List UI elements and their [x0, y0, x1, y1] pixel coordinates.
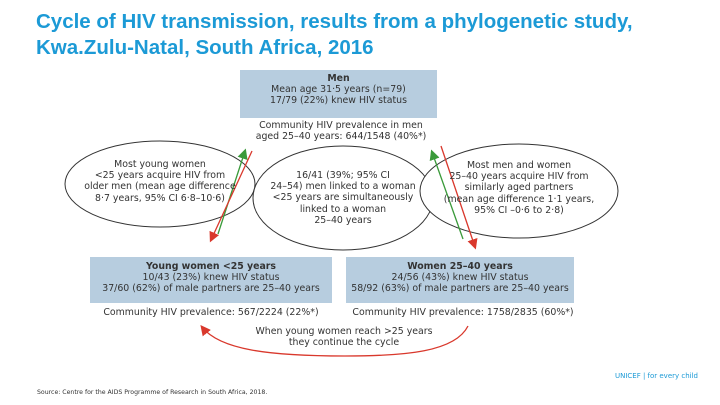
young-women-line: 10/43 (23%) knew HIV status	[142, 272, 280, 284]
right-ellipse	[419, 143, 619, 239]
men-line: Mean age 31·5 years (n=79)	[271, 84, 406, 96]
women-line: 58/92 (63%) of male partners are 25–40 y…	[351, 283, 569, 295]
center-ellipse-text: 16/41 (39%; 95% CI 24–54) men linked to …	[258, 170, 428, 226]
center-ellipse-line: linked to a woman	[299, 203, 387, 215]
cycle-note-line: they continue the cycle	[288, 337, 400, 349]
left-ellipse-text: Most young women <25 years acquire HIV f…	[74, 159, 246, 204]
left-ellipse	[64, 140, 256, 228]
men-prevalence-line: Community HIV prevalence in men	[259, 120, 423, 131]
young-women-box: Young women <25 years 10/43 (23%) knew H…	[90, 257, 332, 303]
men-prevalence: Community HIV prevalence in men aged 25–…	[232, 120, 450, 142]
center-ellipse-line: 24–54) men linked to a woman	[270, 181, 416, 193]
center-ellipse-line: 16/41 (39%; 95% CI	[296, 170, 390, 181]
women-box: Women 25–40 years 24/56 (43%) knew HIV s…	[346, 257, 574, 303]
left-ellipse-line: Most young women	[114, 159, 206, 170]
men-prevalence-line: aged 25–40 years: 644/1548 (40%*)	[255, 131, 427, 143]
young-women-line: 37/60 (62%) of male partners are 25–40 y…	[102, 283, 320, 295]
slide-title: Cycle of HIV transmission, results from …	[36, 10, 633, 59]
men-box: Men Mean age 31·5 years (n=79) 17/79 (22…	[240, 70, 437, 118]
red-arrow-right-down	[440, 145, 478, 250]
brand-tagline: UNICEF | for every child	[614, 372, 698, 380]
women-line: 24/56 (43%) knew HIV status	[391, 272, 529, 284]
cycle-arrow	[200, 324, 469, 357]
women-heading: Women 25–40 years	[407, 261, 513, 272]
women-prevalence: Community HIV prevalence: 1758/2835 (60%…	[352, 307, 574, 318]
green-arrow-left-up	[217, 148, 248, 235]
men-heading: Men	[327, 73, 350, 84]
right-ellipse-line: Most men and women	[466, 160, 572, 171]
right-ellipse-line: 95% CI –0·6 to 2·8)	[474, 204, 564, 216]
young-women-heading: Young women <25 years	[145, 261, 277, 272]
right-ellipse-line: 25–40 years acquire HIV from	[449, 171, 589, 183]
left-ellipse-line: 8·7 years, 95% CI 6·8–10·6)	[95, 192, 225, 204]
men-line: 17/79 (22%) knew HIV status	[270, 95, 407, 107]
center-ellipse-line: 25–40 years	[314, 214, 372, 226]
cycle-note: When young women reach >25 years they co…	[236, 326, 452, 348]
source-note: Source: Centre for the AIDS Programme of…	[37, 389, 268, 396]
green-arrow-right-up	[429, 149, 464, 240]
left-ellipse-line: <25 years acquire HIV from	[94, 170, 226, 182]
right-ellipse-text: Most men and women 25–40 years acquire H…	[428, 160, 610, 216]
cycle-note-line: When young women reach >25 years	[255, 326, 433, 337]
young-women-prevalence: Community HIV prevalence: 567/2224 (22%*…	[103, 307, 319, 318]
center-ellipse-line: <25 years are simultaneously	[272, 192, 414, 204]
red-arrow-left-down	[209, 150, 253, 243]
left-ellipse-line: older men (mean age difference	[84, 181, 236, 193]
right-ellipse-line: similarly aged partners	[464, 182, 574, 194]
right-ellipse-line: (mean age difference 1·1 years,	[443, 193, 595, 205]
